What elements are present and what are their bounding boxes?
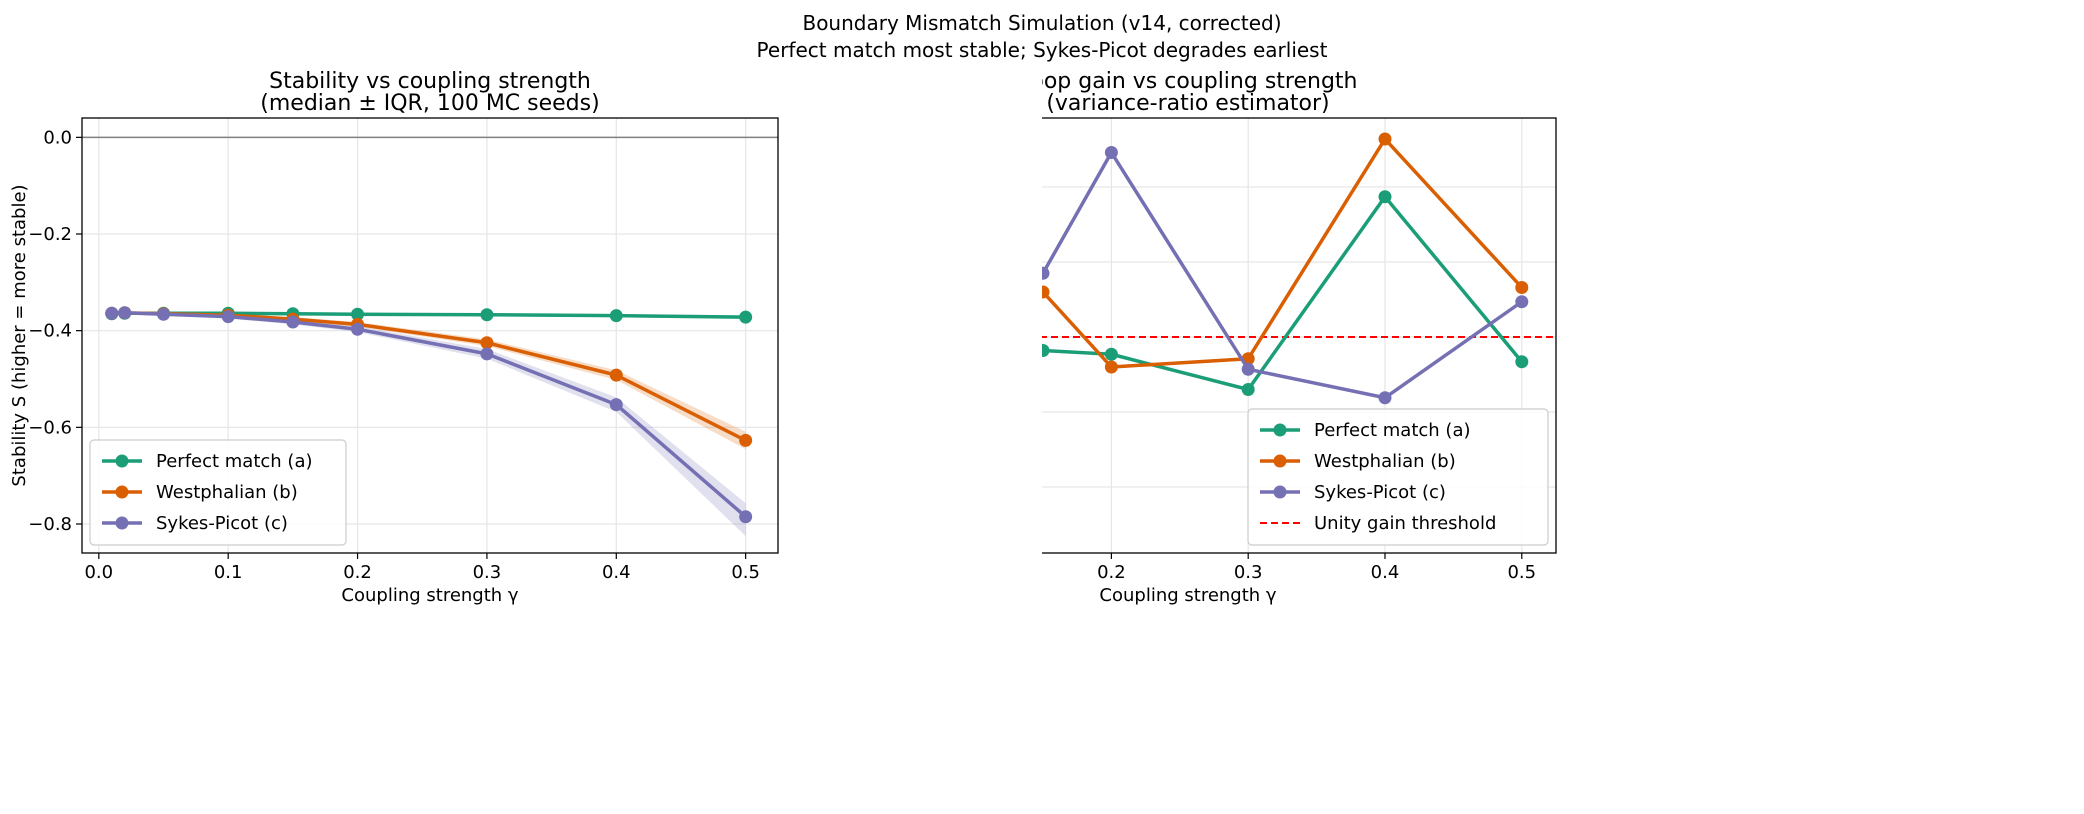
chart1-legend-swatch-marker [1273, 423, 1287, 437]
chart0-xtick-label: 0.4 [602, 562, 631, 583]
chart0-legend-label: Westphalian (b) [156, 482, 298, 503]
chart1-legend-swatch-marker [1273, 454, 1287, 468]
chart1-xtick-label: 0.2 [1097, 562, 1126, 583]
chart0-axes-frame [81, 117, 779, 554]
chart0-legend-swatch-marker [115, 454, 129, 468]
chart0-xtick-label: 0.1 [214, 562, 243, 583]
chart1-series-2-point [1241, 362, 1255, 376]
figure-suptitle-line1: Boundary Mismatch Simulation (v14, corre… [802, 11, 1282, 35]
stability-chart: Stability vs coupling strength(median ± … [9, 69, 779, 606]
chart1-legend-label: Unity gain threshold [1314, 513, 1496, 534]
chart0-title-line2: (median ± IQR, 100 MC seeds) [260, 91, 599, 116]
chart1-series-2-point [1378, 391, 1392, 405]
chart0-title-line1: Stability vs coupling strength [269, 69, 591, 94]
chart0-series-1-point [609, 368, 623, 382]
chart0-xtick-label: 0.5 [731, 562, 760, 583]
chart1-xtick-label: 0.5 [1507, 562, 1536, 583]
chart1-legend-label: Perfect match (a) [1314, 420, 1471, 441]
chart1-series-0-point [1104, 347, 1118, 361]
chart1-series-2-point [1104, 146, 1118, 159]
chart1-xlabel: Coupling strength γ [1099, 585, 1277, 606]
chart0-ytick-label: −0.6 [28, 417, 72, 438]
chart1-series-0-point [1241, 383, 1255, 396]
chart0-series-2-point [351, 322, 365, 336]
chart0-xtick-label: 0.0 [84, 562, 113, 583]
chart1-legend: Perfect match (a) Westphalian (b) Sykes-Pi… [1247, 408, 1549, 546]
chart1-legend-label: Westphalian (b) [1314, 451, 1456, 472]
chart0-legend-box [89, 439, 347, 546]
chart1-series-1-point [1104, 360, 1118, 374]
chart0-ytick-label: −0.2 [28, 224, 72, 245]
chart0-series-2-point [609, 398, 623, 412]
chart0-ytick-label: 0.0 [43, 127, 72, 148]
chart1-series-2-point [1515, 295, 1529, 309]
chart1-series-0-point [1378, 190, 1392, 204]
chart0-legend-label: Sykes-Picot (c) [156, 513, 288, 534]
chart0-legend-swatch-marker [115, 485, 129, 499]
chart1-legend-swatch-marker [1273, 485, 1287, 499]
chart1-series-1-point [1378, 132, 1392, 146]
chart0-legend-swatch-marker [115, 516, 129, 530]
chart0-legend-label: Perfect match (a) [156, 451, 313, 472]
chart1-series-0-point [1042, 344, 1050, 357]
figure-suptitle-line2: Perfect match most stable; Sykes-Picot d… [756, 38, 1328, 62]
chart0-ytick-label: −0.4 [28, 321, 72, 342]
chart1-legend-box [1247, 408, 1549, 546]
chart0-series-0-point [480, 308, 494, 322]
chart0-series-1-point [480, 336, 494, 350]
chart1-series-0-point [1515, 355, 1529, 369]
chart0-series-2-point [157, 307, 171, 321]
chart0-series-2-point [480, 347, 494, 361]
chart0-series-2-point [286, 315, 300, 329]
chart0-ylabel: Stability S (higher = more stable) [9, 184, 30, 486]
chart0-series-2-point [105, 306, 119, 320]
loop-gain-chart: Loop gain vs coupling strength(variance-… [1042, 69, 1557, 606]
chart1-xtick-label: 0.3 [1234, 562, 1263, 583]
chart0-series-0-point [351, 307, 365, 321]
chart0-series-2-point [221, 310, 235, 324]
chart0-grid [82, 118, 778, 553]
chart0-series-0-point [739, 310, 753, 324]
chart0-xtick-label: 0.3 [473, 562, 502, 583]
chart1-series-1-point [1042, 285, 1050, 299]
chart0-series-1-point [739, 433, 753, 447]
chart1-series-2-point [1042, 266, 1050, 280]
chart0-xtick-label: 0.2 [343, 562, 372, 583]
chart1-legend-label: Sykes-Picot (c) [1314, 482, 1446, 503]
chart0-ytick-label: −0.8 [28, 514, 72, 535]
chart0-series-2-point [739, 510, 753, 524]
chart0-legend: Perfect match (a) Westphalian (b) Sykes-Pi… [89, 439, 347, 546]
chart0-xlabel: Coupling strength γ [341, 585, 519, 606]
chart1-xtick-label: 0.4 [1371, 562, 1400, 583]
chart1-series-1-point [1515, 281, 1529, 294]
chart1-axes-frame [1042, 117, 1557, 554]
chart0-series-0-point [609, 309, 623, 323]
chart1-title-line2: (variance-ratio estimator) [1046, 91, 1329, 116]
chart1-title-line1: Loop gain vs coupling strength [1042, 69, 1357, 94]
chart0-series-2-point [118, 306, 132, 320]
